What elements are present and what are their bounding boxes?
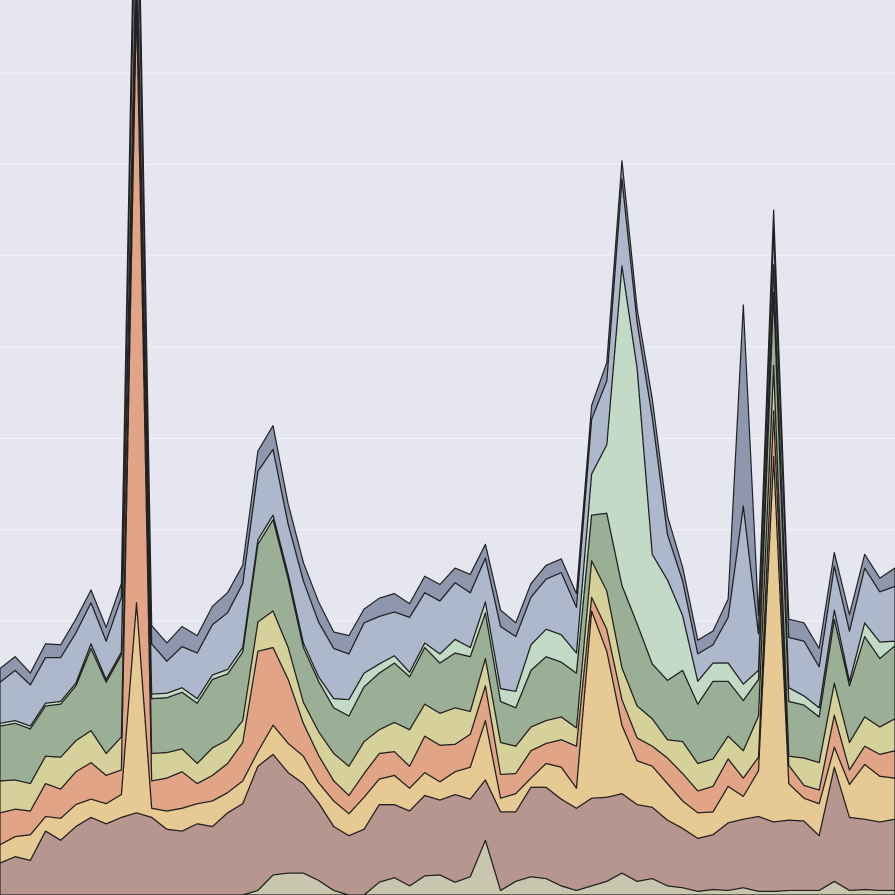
area-series-9 <box>0 0 895 686</box>
